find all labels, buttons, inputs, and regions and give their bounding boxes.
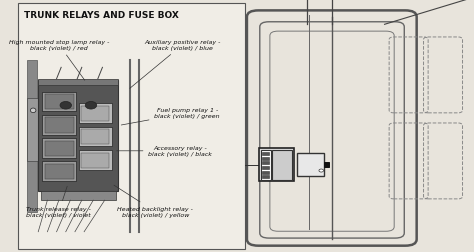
Bar — [82, 107, 109, 122]
Text: Fuel pump relay 1 -
black (violet) / green: Fuel pump relay 1 - black (violet) / gre… — [121, 108, 220, 125]
Bar — [42, 139, 76, 158]
Bar — [42, 115, 76, 135]
Bar — [38, 81, 118, 192]
Bar — [272, 150, 292, 180]
Bar — [261, 150, 271, 180]
Bar — [262, 166, 269, 169]
Bar — [79, 150, 111, 170]
Ellipse shape — [30, 109, 36, 113]
Text: Auxiliary positive relay -
black (violet) / blue: Auxiliary positive relay - black (violet… — [130, 40, 221, 89]
Text: Trunk release relay -
black (violet) / violet: Trunk release relay - black (violet) / v… — [27, 186, 91, 217]
Bar — [45, 164, 73, 179]
Text: High mounted stop lamp relay -
black (violet) / red: High mounted stop lamp relay - black (vi… — [9, 40, 109, 81]
Bar — [262, 175, 269, 178]
Bar — [38, 79, 118, 86]
Bar — [82, 130, 109, 145]
Text: TRUNK RELAYS AND FUSE BOX: TRUNK RELAYS AND FUSE BOX — [25, 11, 179, 20]
Bar — [297, 154, 324, 176]
Bar — [262, 162, 269, 165]
Ellipse shape — [60, 102, 72, 110]
Bar — [45, 118, 73, 133]
Bar — [262, 171, 269, 174]
Bar — [45, 95, 73, 110]
Text: Accessory relay -
black (violet) / black: Accessory relay - black (violet) / black — [117, 146, 212, 156]
Bar — [262, 157, 269, 160]
Bar — [45, 141, 73, 156]
Bar — [79, 104, 111, 124]
Ellipse shape — [319, 169, 324, 172]
Bar — [79, 127, 111, 147]
Bar — [27, 60, 37, 212]
Bar — [18, 4, 245, 249]
Bar — [259, 149, 294, 181]
Text: Heated backlight relay -
black (violet) / yellow: Heated backlight relay - black (violet) … — [114, 185, 193, 217]
Bar — [82, 153, 109, 168]
Ellipse shape — [85, 102, 97, 110]
Bar — [325, 163, 329, 168]
Bar — [247, 0, 474, 252]
Bar — [27, 98, 40, 161]
Bar — [42, 162, 76, 181]
Bar — [40, 191, 116, 200]
Bar — [42, 92, 76, 112]
Bar — [262, 153, 269, 156]
